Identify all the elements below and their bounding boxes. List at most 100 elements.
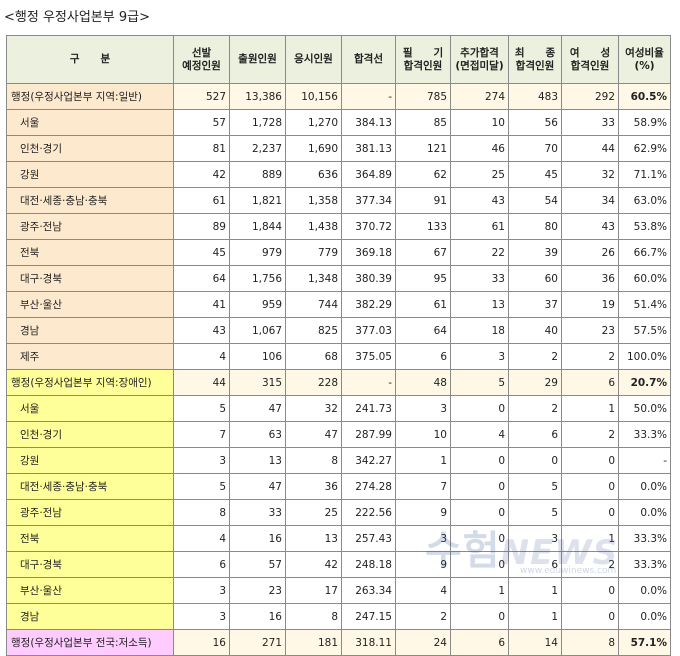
cell-applicants: 1,756	[229, 265, 286, 292]
region-label: 경남	[6, 317, 174, 344]
table-row: 경남 43 1,067 825 377.03 64 18 40 23 57.5%	[6, 317, 671, 344]
cell-additional: 0	[450, 603, 509, 630]
col-header-written-passed: 필 기 합격인원	[395, 35, 451, 84]
table-row: 광주·전남 8 33 25 222.56 9 0 5 0 0.0%	[6, 499, 671, 526]
cell-female-ratio: 33.3%	[618, 525, 671, 552]
cell-written-passed: 2	[395, 603, 451, 630]
cell-examinees: 636	[285, 161, 342, 188]
cell-cutoff: 318.11	[341, 629, 396, 656]
cell-written-passed: 10	[395, 421, 451, 448]
cell-examinees: 181	[285, 629, 342, 656]
cell-female-ratio: 33.3%	[618, 551, 671, 578]
cell-applicants: 33	[229, 499, 286, 526]
cell-planned: 7	[173, 421, 230, 448]
cell-written-passed: 62	[395, 161, 451, 188]
cell-examinees: 744	[285, 291, 342, 318]
cell-female-passed: 8	[561, 629, 619, 656]
cell-examinees: 42	[285, 551, 342, 578]
cell-female-ratio: -	[618, 447, 671, 474]
cell-female-ratio: 63.0%	[618, 187, 671, 214]
cell-female-ratio: 57.5%	[618, 317, 671, 344]
cell-cutoff: 384.13	[341, 109, 396, 136]
cell-written-passed: 6	[395, 343, 451, 370]
table-row: 대구·경북 64 1,756 1,348 380.39 95 33 60 36 60.0%	[6, 265, 671, 292]
cell-planned: 527	[173, 83, 230, 110]
region-label: 부산·울산	[6, 577, 174, 604]
cell-final-passed: 5	[508, 473, 562, 500]
cell-examinees: 68	[285, 343, 342, 370]
cell-final-passed: 5	[508, 499, 562, 526]
cell-planned: 45	[173, 239, 230, 266]
cell-written-passed: 64	[395, 317, 451, 344]
cell-additional: 0	[450, 447, 509, 474]
cell-final-passed: 40	[508, 317, 562, 344]
cell-written-passed: 133	[395, 213, 451, 240]
region-label: 행정(우정사업본부 전국:저소득)	[6, 629, 174, 656]
cell-applicants: 1,728	[229, 109, 286, 136]
col-header-cutoff: 합격선	[341, 35, 396, 84]
table-row: 부산·울산 3 23 17 263.34 4 1 1 0 0.0%	[6, 577, 671, 604]
cell-written-passed: 121	[395, 135, 451, 162]
group-row: 행정(우정사업본부 전국:저소득) 16 271 181 318.11 24 6 14 8 57.…	[6, 629, 671, 656]
cell-final-passed: 2	[508, 343, 562, 370]
cell-cutoff: 377.03	[341, 317, 396, 344]
cell-female-passed: 43	[561, 213, 619, 240]
cell-applicants: 271	[229, 629, 286, 656]
cell-planned: 3	[173, 603, 230, 630]
cell-female-passed: 0	[561, 577, 619, 604]
region-label: 부산·울산	[6, 291, 174, 318]
region-label: 대구·경북	[6, 265, 174, 292]
col-header-applicants: 출원인원	[229, 35, 286, 84]
cell-cutoff: 342.27	[341, 447, 396, 474]
region-label: 강원	[6, 161, 174, 188]
region-label: 제주	[6, 343, 174, 370]
cell-examinees: 1,438	[285, 213, 342, 240]
cell-female-passed: 44	[561, 135, 619, 162]
cell-female-passed: 26	[561, 239, 619, 266]
cell-cutoff: 380.39	[341, 265, 396, 292]
cell-final-passed: 60	[508, 265, 562, 292]
cell-examinees: 228	[285, 369, 342, 396]
cell-planned: 3	[173, 577, 230, 604]
group-row: 행정(우정사업본부 지역:장애인) 44 315 228-48 5 29 6 20.7%	[6, 369, 671, 396]
cell-applicants: 23	[229, 577, 286, 604]
cell-additional: 18	[450, 317, 509, 344]
cell-final-passed: 14	[508, 629, 562, 656]
cell-written-passed: 85	[395, 109, 451, 136]
cell-planned: 5	[173, 395, 230, 422]
watermark: 수험NEWS	[425, 528, 619, 574]
cell-additional: 0	[450, 473, 509, 500]
group-row: 행정(우정사업본부 지역:일반) 527 13,386 10,156-785 274 48…	[6, 83, 671, 110]
table-row: 서울 5 47 32 241.73 3 0 2 1 50.0%	[6, 395, 671, 422]
cell-additional: 3	[450, 343, 509, 370]
cell-additional: 274	[450, 83, 509, 110]
cell-applicants: 106	[229, 343, 286, 370]
cell-cutoff: 241.73	[341, 395, 396, 422]
cell-cutoff: 370.72	[341, 213, 396, 240]
cell-final-passed: 80	[508, 213, 562, 240]
table-row: 인천·경기 81 2,237 1,690 381.13 121 46 70 44 62.9%	[6, 135, 671, 162]
cell-examinees: 17	[285, 577, 342, 604]
cell-female-passed: 2	[561, 343, 619, 370]
cell-final-passed: 6	[508, 421, 562, 448]
cell-applicants: 57	[229, 551, 286, 578]
cell-female-ratio: 62.9%	[618, 135, 671, 162]
table-row: 인천·경기 7 63 47 287.99 10 4 6 2 33.3%	[6, 421, 671, 448]
region-label: 서울	[6, 395, 174, 422]
cell-applicants: 2,237	[229, 135, 286, 162]
region-label: 전북	[6, 239, 174, 266]
cell-written-passed: 785	[395, 83, 451, 110]
cell-planned: 4	[173, 343, 230, 370]
table-row: 대구·경북 6 57 42 248.18 9 0 6 2 33.3%	[6, 551, 671, 578]
cell-applicants: 16	[229, 603, 286, 630]
cell-female-passed: 33	[561, 109, 619, 136]
cell-additional: 5	[450, 369, 509, 396]
col-header-female-ratio: 여성비율 (%)	[618, 35, 671, 84]
cell-planned: 61	[173, 187, 230, 214]
cell-cutoff: 248.18	[341, 551, 396, 578]
cell-examinees: 825	[285, 317, 342, 344]
cell-cutoff: 287.99	[341, 421, 396, 448]
cell-examinees: 10,156	[285, 83, 342, 110]
cell-final-passed: 6	[508, 551, 562, 578]
cell-cutoff: -	[341, 83, 396, 110]
